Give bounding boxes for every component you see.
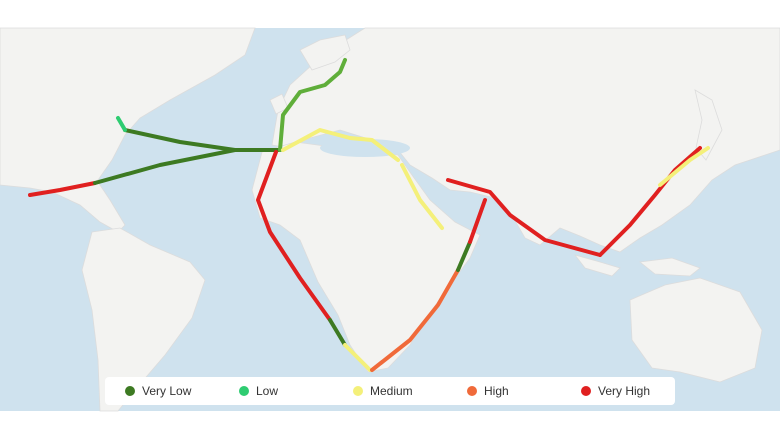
- legend-label: Very High: [598, 384, 650, 398]
- routes: [28, 58, 710, 372]
- legend-items: Very Low Low Medium High Very High: [125, 384, 650, 398]
- legend: [105, 377, 675, 405]
- legend-swatch: [581, 386, 591, 396]
- legend-swatch: [239, 386, 249, 396]
- legend-label: Low: [256, 384, 278, 398]
- legend-label: Medium: [370, 384, 413, 398]
- legend-swatch: [353, 386, 363, 396]
- legend-swatch: [467, 386, 477, 396]
- mediterranean-sea: [320, 139, 410, 157]
- legend-label: High: [484, 384, 509, 398]
- legend-swatch: [125, 386, 135, 396]
- legend-label: Very Low: [142, 384, 192, 398]
